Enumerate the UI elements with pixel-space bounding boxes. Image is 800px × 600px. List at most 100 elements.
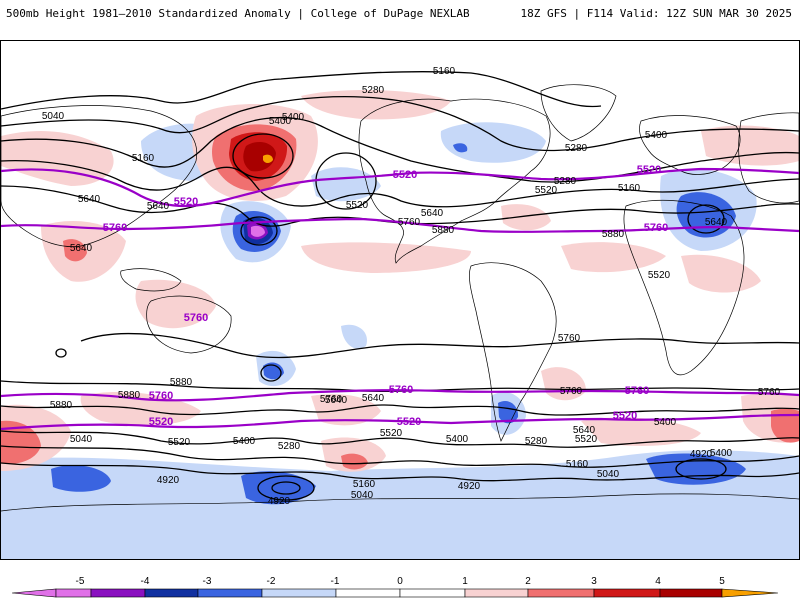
major-contour-label: 5520: [174, 196, 198, 208]
contour-label: 5640: [78, 194, 101, 205]
colorbar: -5 -4 -3 -2 -1 0 1 2 3 4 5: [11, 576, 779, 598]
major-contour-label: 5760: [103, 222, 127, 234]
colorbar-swatch: [659, 588, 723, 598]
anomaly-region-pos1: [681, 254, 761, 293]
colorbar-tick-label: -2: [267, 576, 276, 587]
contour-label: 4920: [690, 449, 713, 460]
colorbar-tick-label: 4: [655, 576, 661, 587]
contour-5520-south: [1, 413, 799, 431]
antarctica-outline: [1, 493, 799, 512]
closed-high-contour: [232, 133, 294, 179]
contour-label: 5160: [618, 183, 641, 194]
major-contour-label: 5760: [389, 384, 413, 396]
north-america-outline: [358, 98, 551, 264]
australia-outline: [146, 295, 232, 354]
anomaly-region-pos2: [63, 239, 87, 262]
colorbar-swatch: [90, 588, 146, 598]
anomaly-region-neg1: [1, 450, 799, 559]
model-run-info: 18Z GFS | F114 Valid: 12Z SUN MAR 30 202…: [520, 7, 792, 20]
anomaly-region-neg2: [263, 362, 284, 380]
anomaly-region-neg5: [251, 225, 265, 237]
contour-label: 5040: [351, 490, 374, 501]
anomaly-region-neg2: [51, 465, 111, 492]
contour-label: 4920: [458, 481, 481, 492]
height-contours: [1, 71, 799, 501]
map-panel[interactable]: 5040 5160 5280 5400 5640 5520 5760 5640 5520 5880…: [0, 40, 800, 560]
colorbar-swatch: [593, 588, 661, 598]
contour-label: 5160: [566, 459, 589, 470]
colorbar-swatches: [55, 588, 723, 598]
anomaly-region-pos1: [301, 242, 471, 273]
anomaly-region-pos5: [263, 154, 273, 163]
anomaly-region-neg2: [453, 143, 468, 153]
contour-label: 5280: [565, 143, 588, 154]
anomaly-region-pos2: [771, 408, 799, 443]
contour-label: 5640: [573, 425, 596, 436]
contour-label: 5280: [362, 85, 385, 96]
anomaly-region-pos1: [561, 242, 666, 273]
contour-line: [1, 71, 602, 110]
anomaly-region-pos1: [135, 279, 216, 329]
contour-label: 5520: [380, 428, 403, 439]
colorbar-swatch: [197, 588, 263, 598]
colorbar-swatch: [55, 588, 92, 598]
colorbar-swatch: [335, 588, 401, 598]
anomaly-region-neg2: [241, 471, 316, 505]
contour-5760-north: [1, 217, 799, 233]
contour-line: [1, 462, 799, 482]
contour-label: 5880: [170, 377, 193, 388]
colorbar-tick-label: 2: [525, 576, 531, 587]
contour-label: 5040: [597, 469, 620, 480]
contour-line: [80, 332, 799, 359]
closed-low-contour: [260, 364, 282, 382]
contour-label: 5520: [346, 200, 369, 211]
contour-label: 5520: [535, 185, 558, 196]
anomaly-region-pos1: [1, 131, 114, 186]
anomaly-region-neg2: [498, 400, 519, 424]
major-contour-label: 5760: [149, 390, 173, 402]
colorbar-arrow-low: [11, 588, 57, 598]
colorbar-tick-label: -3: [203, 576, 212, 587]
closed-low-contour: [687, 204, 725, 234]
anomaly-region-neg1: [341, 324, 367, 349]
contour-label: 5160: [132, 153, 155, 164]
contour-label: 5640: [325, 395, 348, 406]
anomaly-region-pos2: [341, 453, 368, 470]
contour-label: 5040: [42, 111, 65, 122]
contour-line: [1, 430, 799, 448]
contour-label: 5280: [278, 441, 301, 452]
contour-label: 5880: [602, 229, 625, 240]
closed-low-contour: [55, 348, 67, 358]
continent-outlines: [1, 84, 799, 512]
maritime-continent-outline: [120, 268, 182, 292]
contour-label: 5280: [554, 176, 577, 187]
closed-low-contour: [271, 481, 301, 495]
contour-label: 5760: [320, 394, 343, 405]
contour-label: 5280: [525, 436, 548, 447]
contour-5760-south: [1, 389, 799, 402]
greenland-outline: [540, 84, 617, 142]
closed-low-contour: [257, 475, 315, 501]
colorbar-swatch: [527, 588, 595, 598]
colorbar-tick-label: -5: [76, 576, 85, 587]
anomaly-region-pos4: [243, 141, 276, 172]
anomaly-region-neg1: [440, 122, 546, 163]
colorbar-arrow-high: [721, 588, 779, 598]
contour-label: 5520: [648, 270, 671, 281]
colorbar-swatch: [399, 588, 466, 598]
anomaly-region-pos1: [701, 125, 799, 166]
contour-label: 5400: [269, 116, 292, 127]
major-contour-label: 5760: [625, 385, 649, 397]
asia-outline: [1, 105, 198, 247]
contour-label: 5640: [362, 393, 385, 404]
major-contour-label: 5520: [149, 416, 173, 428]
europe-outline: [639, 115, 741, 175]
contour-label: 5520: [575, 434, 598, 445]
major-contour-label: 5520: [613, 410, 637, 422]
contour-label: 5880: [50, 400, 73, 411]
major-contour-label: 5520: [637, 164, 661, 176]
contour-label: 5400: [233, 436, 256, 447]
contour-label: 5400: [282, 112, 305, 123]
contour-line: [1, 445, 799, 468]
